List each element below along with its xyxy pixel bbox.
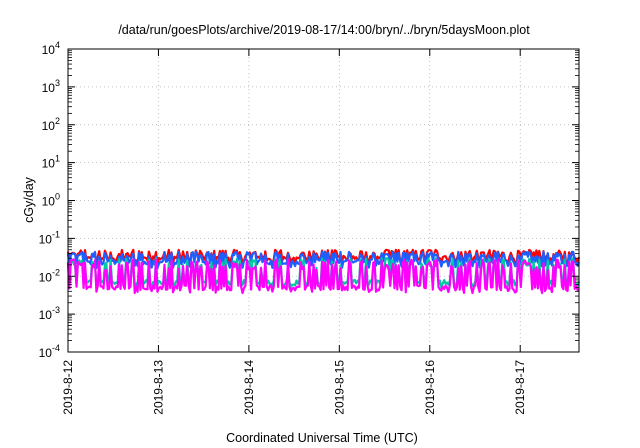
series-line — [66, 250, 581, 270]
series-group — [66, 248, 581, 295]
chart-title: /data/run/goesPlots/archive/2019-08-17/1… — [118, 23, 530, 37]
x-tick-label: 2019-8-16 — [423, 360, 437, 415]
y-tick-label: 10-2 — [39, 267, 60, 284]
y-tick-label: 10-3 — [39, 305, 60, 322]
x-axis-label: Coordinated Universal Time (UTC) — [226, 431, 418, 445]
y-tick-label: 100 — [42, 192, 60, 209]
y-tick-label: 104 — [42, 40, 60, 57]
grid-lines — [68, 49, 579, 352]
x-tick-label: 2019-8-13 — [151, 360, 165, 415]
series-line — [66, 258, 579, 295]
y-tick-label: 102 — [42, 116, 60, 133]
y-tick-label: 101 — [42, 154, 60, 171]
x-tick-label: 2019-8-12 — [61, 360, 75, 415]
y-tick-label: 103 — [42, 78, 60, 95]
x-tick-label: 2019-8-17 — [513, 360, 527, 415]
x-tick-label: 2019-8-14 — [242, 360, 256, 415]
y-axis-label: cGy/day — [22, 176, 36, 223]
x-axis: 2019-8-12 2019-8-13 2019-8-14 2019-8-15 2019… — [61, 49, 527, 415]
x-tick-label: 2019-8-15 — [332, 360, 346, 415]
y-tick-label: 10-1 — [39, 229, 60, 246]
y-tick-label: 10-4 — [39, 343, 60, 360]
y-axis: 10-4 10-3 10-2 10-1 100 101 102 103 104 — [39, 40, 579, 360]
